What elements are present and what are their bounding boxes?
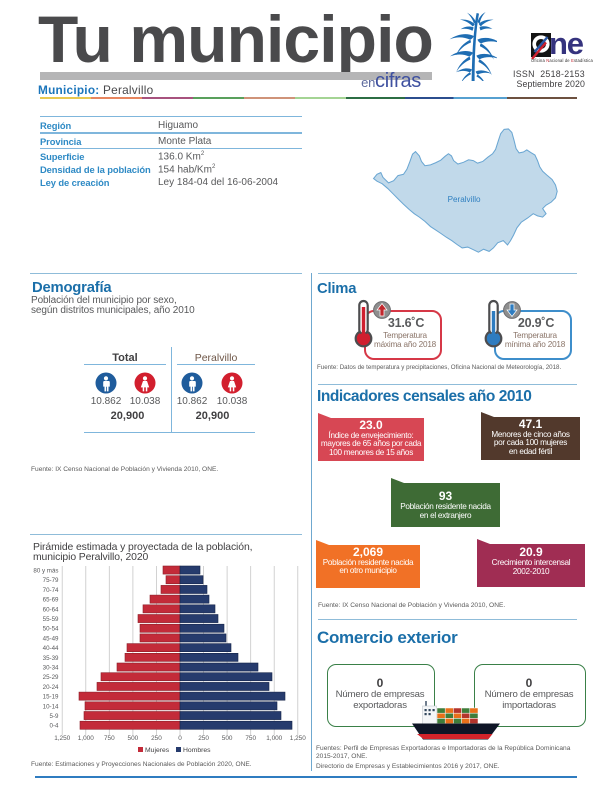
svg-text:5-9: 5-9 [50,713,60,720]
svg-text:500: 500 [128,735,139,742]
svg-text:70-74: 70-74 [43,587,59,594]
svg-text:1,000: 1,000 [266,735,282,742]
svg-text:40-44: 40-44 [43,645,59,652]
svg-text:80 y más: 80 y más [33,568,58,575]
svg-text:30-34: 30-34 [43,665,59,672]
svg-text:Mujeres: Mujeres [145,747,170,754]
svg-text:15-19: 15-19 [43,694,59,701]
svg-text:1,000: 1,000 [78,735,94,742]
svg-text:500: 500 [222,735,233,742]
svg-text:Peralvillo: Peralvillo [448,195,481,204]
svg-text:60-64: 60-64 [43,606,59,613]
svg-text:50-54: 50-54 [43,626,59,633]
svg-text:250: 250 [198,735,209,742]
svg-text:1,250: 1,250 [290,735,306,742]
svg-text:750: 750 [245,735,256,742]
svg-text:20-24: 20-24 [43,684,59,691]
svg-text:10-14: 10-14 [43,703,59,710]
svg-text:35-39: 35-39 [43,655,59,662]
svg-text:45-49: 45-49 [43,635,59,642]
svg-text:75-79: 75-79 [43,577,59,584]
svg-text:25-29: 25-29 [43,674,59,681]
svg-text:0: 0 [178,735,182,742]
svg-text:750: 750 [104,735,115,742]
svg-text:0-4: 0-4 [50,723,60,730]
svg-text:250: 250 [151,735,162,742]
svg-text:55-59: 55-59 [43,616,59,623]
svg-text:Hombres: Hombres [183,747,211,754]
svg-text:1,250: 1,250 [54,735,70,742]
svg-text:65-69: 65-69 [43,597,59,604]
